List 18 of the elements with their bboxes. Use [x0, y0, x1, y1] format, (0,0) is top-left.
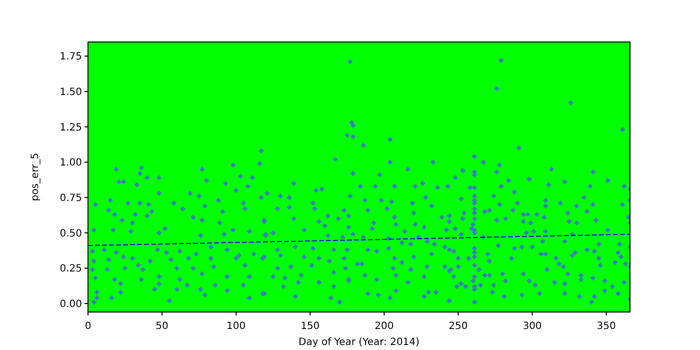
- x-tick-label: 350: [596, 321, 616, 332]
- x-tick-label: 100: [226, 321, 246, 332]
- y-axis-title: pos_err_5: [30, 152, 41, 202]
- x-tick-label: 250: [448, 321, 468, 332]
- y-tick-label: 0.50: [60, 228, 82, 240]
- x-tick-label: 50: [156, 321, 168, 332]
- y-tick-label: 1.50: [60, 86, 82, 98]
- y-tick-label: 1.25: [60, 122, 82, 134]
- x-tick-label: 200: [374, 321, 394, 332]
- y-tick-label: 0.00: [60, 299, 82, 310]
- y-tick-label: 1.00: [60, 158, 82, 169]
- y-tick-label: 1.75: [60, 52, 82, 63]
- x-tick-label: 300: [522, 321, 542, 332]
- y-tick-label: 0.25: [60, 264, 82, 275]
- x-tick-label: 150: [300, 321, 320, 332]
- x-axis-title: Day of Year (Year: 2014): [298, 337, 420, 348]
- x-tick-label: 0: [84, 321, 92, 332]
- y-tick-label: 0.75: [60, 192, 82, 204]
